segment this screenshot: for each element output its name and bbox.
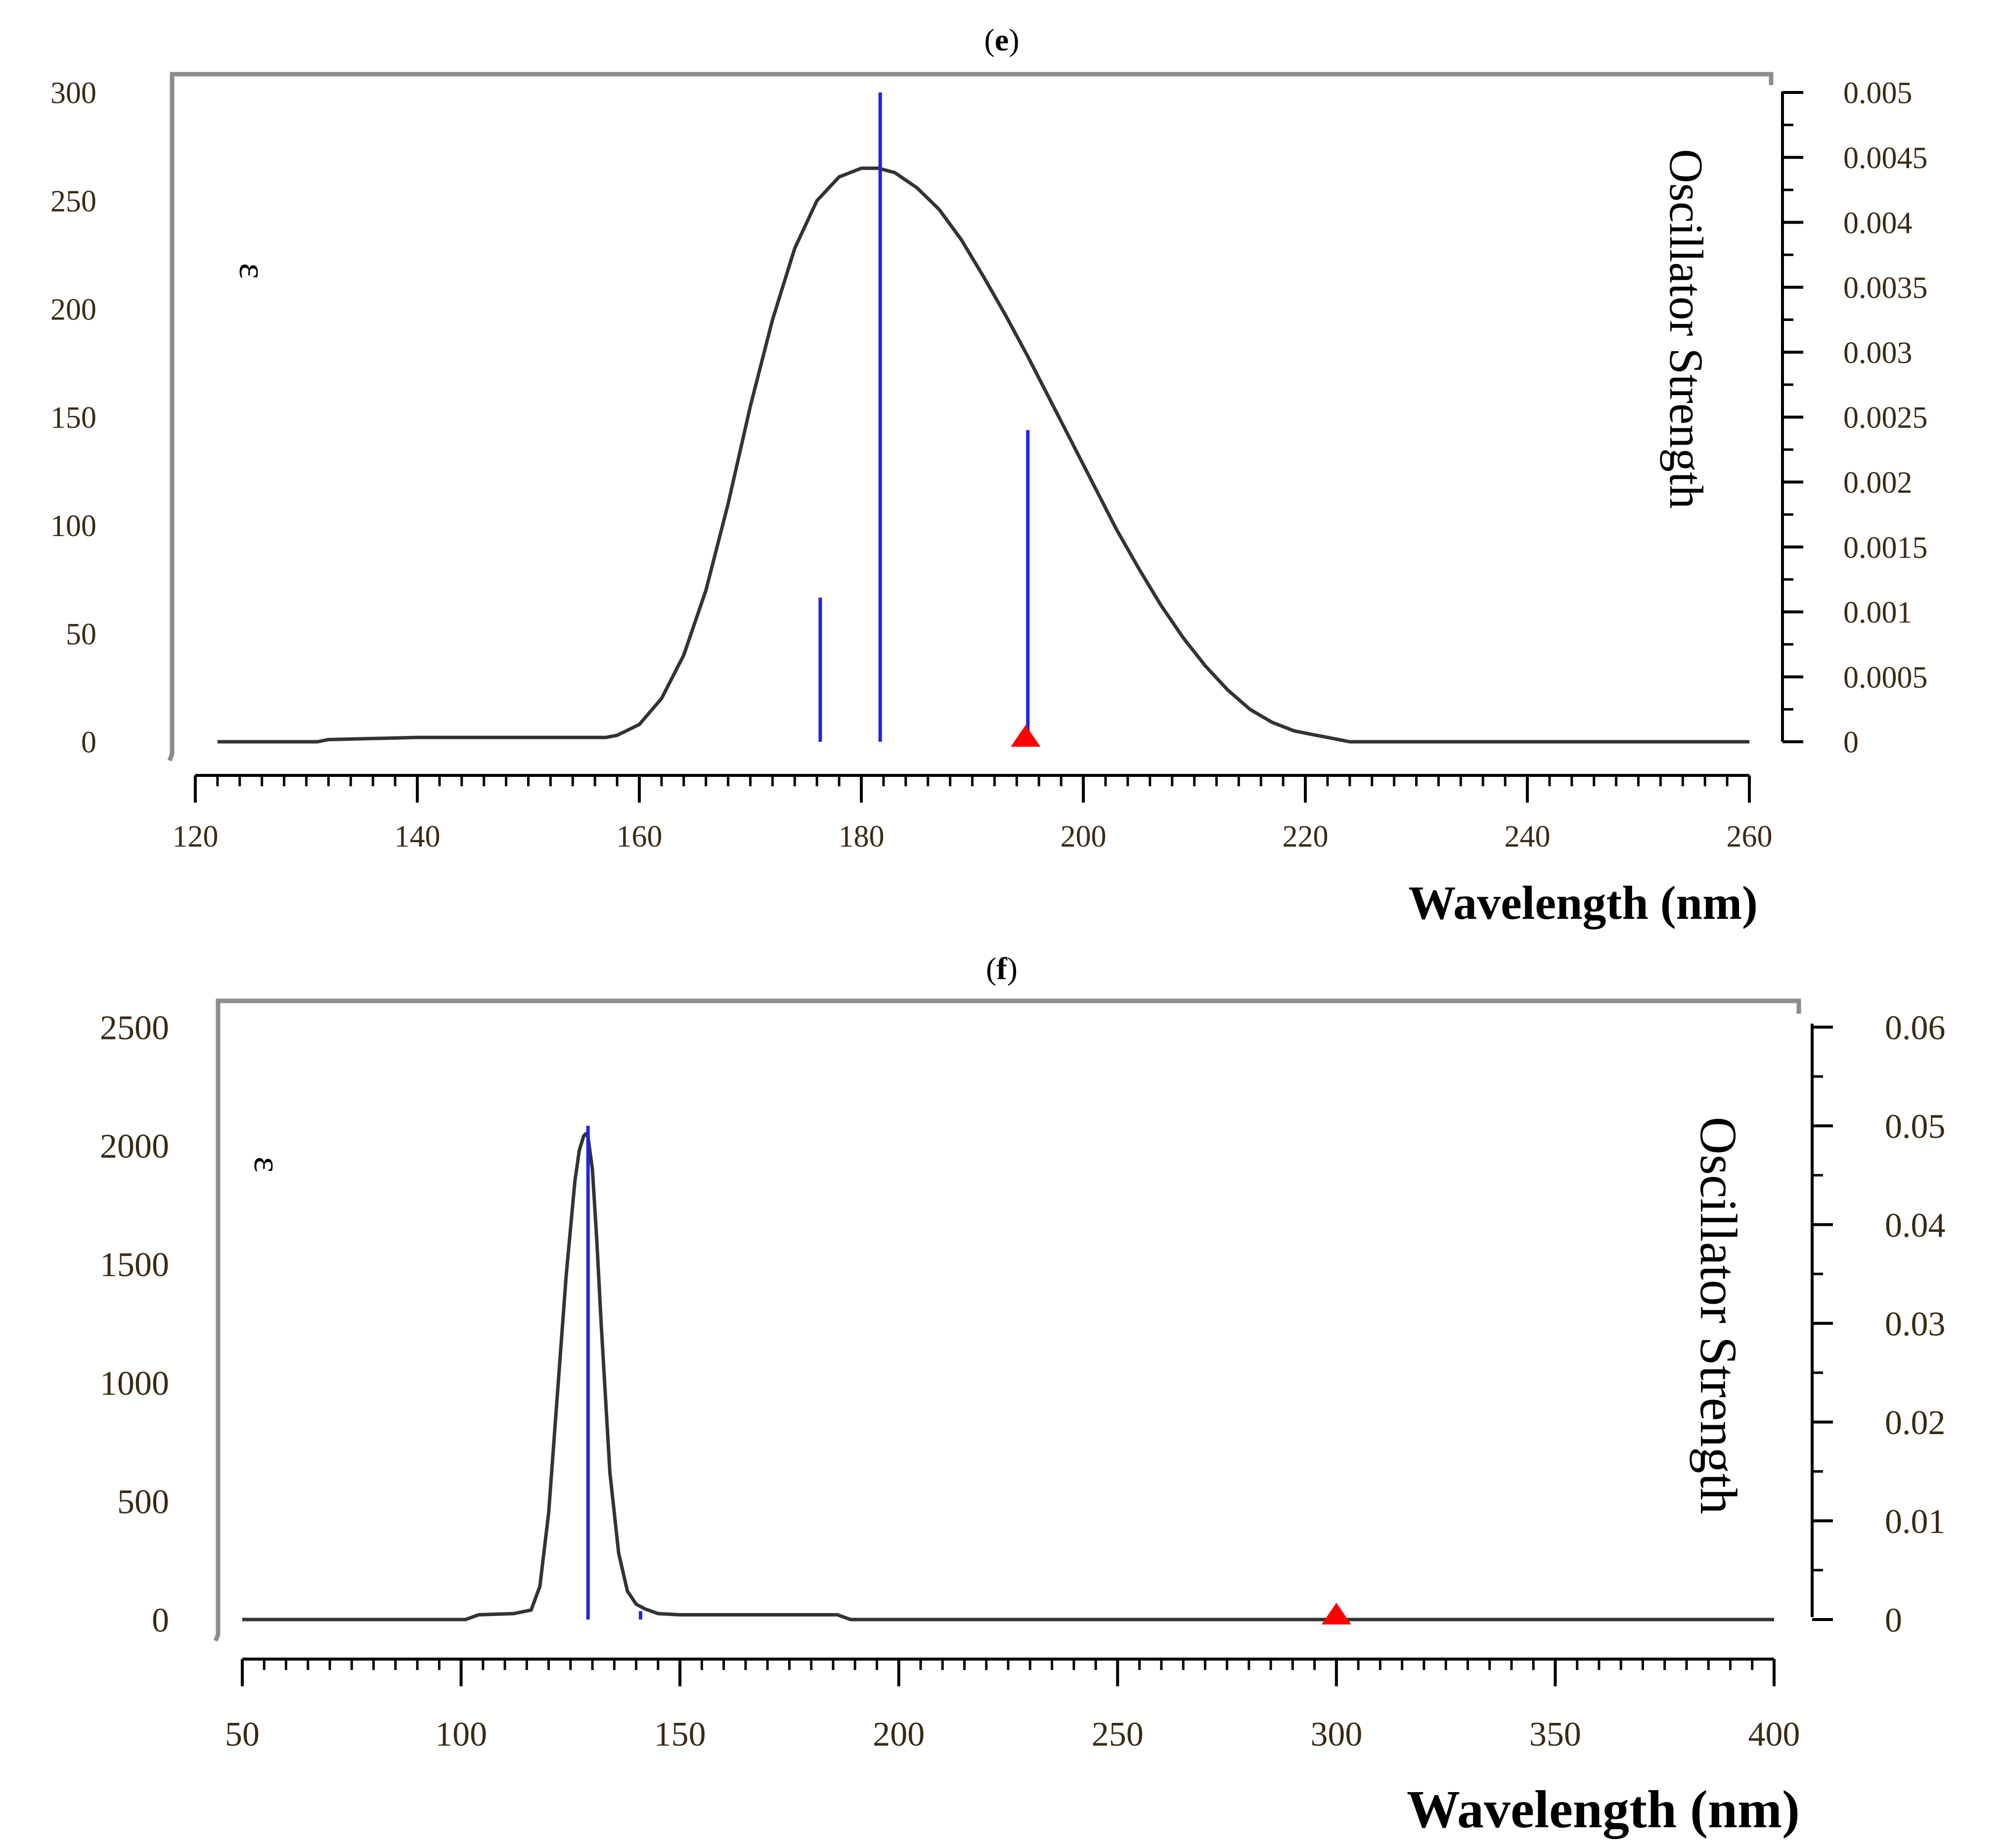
y-right-tick-label: 0.002 xyxy=(1843,466,1913,500)
y-left-tick-label: 0 xyxy=(81,726,96,760)
y-right-axis-title: Oscillator Strength xyxy=(1660,149,1713,509)
panel-f: (f) 50 100 150 200 250 300 350 400 0 500 1000 1500… xyxy=(100,951,1946,1839)
x-tick-label: 120 xyxy=(173,820,219,854)
plot-frame xyxy=(167,72,1774,762)
y-right-tick-label: 0 xyxy=(1885,1602,1902,1640)
y-right-tick-label: 0.02 xyxy=(1885,1404,1946,1442)
marker-triangle xyxy=(1321,1603,1351,1624)
y-right-tick-label: 0.0005 xyxy=(1843,661,1928,694)
y-right-tick-label: 0.03 xyxy=(1885,1306,1946,1344)
oscillator-sticks xyxy=(818,92,1030,742)
y-left-tick-label: 0 xyxy=(152,1602,169,1640)
y-left-tick-label: 200 xyxy=(50,293,96,326)
y-right-ticks: 0 0.0005 0.001 0.0015 0.002 0.0025 0.003 0.0035… xyxy=(1782,77,1928,760)
y-left-tick-label: 100 xyxy=(50,509,96,543)
x-tick-label: 300 xyxy=(1310,1715,1362,1754)
marker-triangle xyxy=(1011,725,1041,747)
marker-group xyxy=(1011,725,1041,747)
x-tick-label: 140 xyxy=(395,820,441,854)
x-tick-label: 400 xyxy=(1748,1715,1800,1754)
epsilon-symbol: ε xyxy=(246,1157,288,1172)
spectrum-curve xyxy=(217,166,1749,744)
spectrum-curve xyxy=(242,1132,1774,1622)
y-left-tick-label: 150 xyxy=(50,401,96,435)
y-right-tick-label: 0.06 xyxy=(1885,1009,1946,1047)
y-left-tick-label: 250 xyxy=(50,185,96,219)
x-tick-label: 260 xyxy=(1727,820,1773,854)
y-right-tick-label: 0 xyxy=(1843,726,1859,760)
x-ticks: 50 100 150 200 250 300 350 400 xyxy=(225,1659,1800,1754)
x-tick-label: 180 xyxy=(839,820,885,854)
x-tick-label: 220 xyxy=(1283,820,1329,854)
x-tick-label: 100 xyxy=(435,1715,487,1754)
y-right-tick-label: 0.005 xyxy=(1843,77,1913,110)
x-ticks: 120 140 160 180 200 220 240 260 xyxy=(173,775,1773,854)
y-left-tick-label: 1500 xyxy=(100,1246,169,1284)
y-left-tick-label: 50 xyxy=(66,618,96,651)
y-right-tick-label: 0.05 xyxy=(1885,1108,1946,1146)
x-tick-label: 160 xyxy=(617,820,663,854)
y-left-tick-label: 300 xyxy=(50,77,96,110)
x-tick-label: 200 xyxy=(873,1715,925,1754)
y-left-tick-labels: 0 50 100 150 200 250 300 xyxy=(50,77,96,760)
x-tick-label: 200 xyxy=(1061,820,1107,854)
panel-label-f: (f) xyxy=(986,951,1018,986)
x-tick-label: 350 xyxy=(1529,1715,1581,1754)
x-tick-label: 250 xyxy=(1092,1715,1144,1754)
y-right-tick-label: 0.01 xyxy=(1885,1503,1946,1541)
y-right-tick-label: 0.0035 xyxy=(1843,271,1928,305)
x-axis-title: Wavelength (nm) xyxy=(1407,1780,1800,1839)
y-right-ticks: 0 0.01 0.02 0.03 0.04 0.05 0.06 xyxy=(1812,1009,1946,1640)
y-right-tick-label: 0.001 xyxy=(1843,596,1913,630)
y-left-tick-labels: 0 500 1000 1500 2000 2500 xyxy=(100,1009,169,1640)
x-tick-label: 50 xyxy=(225,1715,260,1754)
y-left-tick-label: 2000 xyxy=(100,1127,169,1166)
y-left-tick-label: 1000 xyxy=(100,1364,169,1402)
panel-e: (e) 120 140 160 180 200 220 240 260 0 50 100 150 20… xyxy=(50,22,1928,929)
epsilon-symbol: ε xyxy=(231,263,273,279)
y-right-tick-label: 0.0015 xyxy=(1843,531,1928,565)
plot-frame xyxy=(213,998,1801,1642)
x-tick-label: 150 xyxy=(654,1715,706,1754)
y-left-tick-label: 2500 xyxy=(100,1009,169,1047)
x-tick-label: 240 xyxy=(1505,820,1551,854)
y-right-axis-title: Oscillator Strength xyxy=(1690,1117,1747,1514)
x-axis-title: Wavelength (nm) xyxy=(1408,876,1758,929)
y-right-tick-label: 0.004 xyxy=(1843,206,1913,240)
y-right-tick-label: 0.04 xyxy=(1885,1207,1946,1245)
y-right-tick-label: 0.0045 xyxy=(1843,141,1928,175)
y-right-tick-label: 0.0025 xyxy=(1843,401,1928,435)
marker-group xyxy=(1321,1603,1351,1624)
y-right-tick-label: 0.003 xyxy=(1843,336,1913,370)
oscillator-sticks xyxy=(586,1126,642,1620)
y-left-tick-label: 500 xyxy=(117,1483,169,1521)
panel-label-e: (e) xyxy=(984,22,1019,57)
